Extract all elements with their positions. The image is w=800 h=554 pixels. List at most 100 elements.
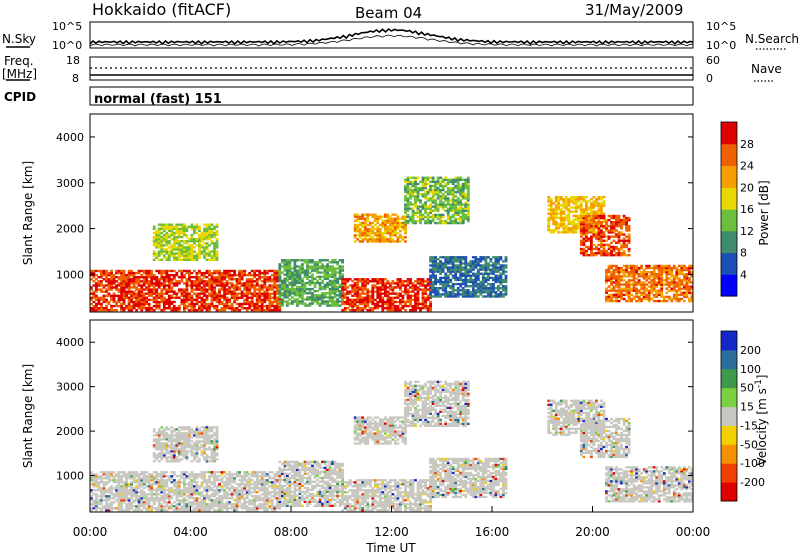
- range-gate-cell: [210, 231, 214, 235]
- range-gate-cell: [107, 302, 111, 306]
- range-gate-cell: [672, 295, 676, 299]
- range-gate-cell: [125, 505, 129, 508]
- range-gate-cell: [650, 275, 654, 278]
- range-gate-cell: [195, 302, 199, 306]
- range-gate-cell: [557, 200, 561, 203]
- range-gate-cell: [582, 200, 586, 203]
- range-gate-cell: [215, 223, 219, 226]
- range-gate-cell: [378, 300, 382, 304]
- range-gate-cell: [429, 296, 433, 299]
- range-gate-cell: [132, 475, 136, 478]
- range-gate-cell: [391, 300, 395, 304]
- range-gate-cell: [406, 280, 410, 283]
- range-gate-cell: [358, 296, 362, 299]
- range-gate-cell: [434, 180, 438, 184]
- range-gate-cell: [429, 188, 433, 192]
- range-gate-cell: [358, 230, 362, 233]
- range-gate-cell: [640, 281, 644, 284]
- range-gate-cell: [610, 235, 613, 238]
- range-gate-cell: [122, 487, 126, 490]
- range-gate-cell: [366, 309, 370, 312]
- range-gate-cell: [446, 197, 450, 200]
- range-gate-cell: [265, 278, 269, 281]
- range-gate-cell: [205, 248, 209, 251]
- range-gate-cell: [660, 273, 664, 276]
- range-gate-cell: [162, 256, 166, 259]
- freq-label: Freq.: [4, 54, 34, 68]
- range-gate-cell: [250, 309, 254, 312]
- range-gate-cell: [409, 304, 412, 308]
- range-gate-cell: [240, 274, 244, 277]
- range-gate-cell: [268, 304, 272, 308]
- range-gate-cell: [474, 293, 478, 296]
- range-gate-cell: [140, 292, 144, 295]
- range-gate-cell: [298, 281, 302, 285]
- nsky-label: N.Sky: [2, 32, 36, 46]
- range-gate-cell: [373, 219, 377, 222]
- range-gate-cell: [459, 264, 463, 267]
- range-gate-cell: [338, 300, 342, 303]
- range-gate-cell: [228, 286, 232, 289]
- range-gate-cell: [150, 294, 154, 297]
- range-gate-cell: [396, 223, 400, 227]
- range-gate-cell: [479, 264, 483, 267]
- range-gate-cell: [338, 292, 342, 295]
- range-gate-cell: [451, 221, 455, 225]
- range-gate-cell: [120, 479, 124, 482]
- range-gate-cell: [461, 209, 465, 212]
- range-gate-cell: [298, 285, 302, 289]
- range-gate-cell: [281, 285, 284, 289]
- range-gate-cell: [220, 271, 224, 275]
- range-gate-cell: [170, 250, 174, 253]
- range-gate-cell: [384, 300, 387, 304]
- range-gate-cell: [205, 231, 209, 235]
- range-gate-cell: [296, 277, 299, 280]
- range-gate-cell: [660, 291, 664, 294]
- range-gate-cell: [396, 280, 400, 283]
- range-gate-cell: [391, 232, 395, 235]
- range-gate-cell: [122, 493, 126, 496]
- range-gate-cell: [642, 277, 646, 280]
- range-gate-cell: [640, 275, 644, 278]
- range-gate-cell: [105, 276, 108, 279]
- range-gate-cell: [120, 497, 124, 500]
- range-gate-cell: [167, 286, 171, 289]
- range-gate-cell: [579, 231, 583, 234]
- range-gate-cell: [600, 231, 603, 234]
- range-gate-cell: [481, 295, 485, 298]
- range-gate-cell: [685, 277, 689, 280]
- range-gate-cell: [190, 294, 194, 297]
- range-gate-cell: [250, 284, 254, 287]
- range-gate-cell: [145, 276, 149, 279]
- range-gate-cell: [120, 487, 124, 490]
- range-gate-cell: [102, 487, 106, 490]
- range-gate-cell: [409, 290, 412, 293]
- range-gate-cell: [268, 302, 272, 306]
- range-gate-cell: [326, 300, 330, 303]
- range-gate-cell: [110, 280, 113, 283]
- range-gate-cell: [585, 254, 588, 257]
- range-gate-cell: [381, 302, 385, 306]
- range-gate-cell: [690, 264, 694, 268]
- range-gate-cell: [260, 286, 264, 289]
- range-gate-cell: [110, 274, 113, 277]
- range-gate-cell: [115, 300, 118, 304]
- range-gate-cell: [288, 269, 292, 272]
- range-gate-cell: [389, 230, 392, 233]
- range-gate-cell: [361, 213, 365, 216]
- range-gate-cell: [399, 225, 402, 229]
- range-gate-cell: [409, 201, 412, 204]
- range-gate-cell: [391, 280, 395, 283]
- range-gate-cell: [188, 238, 191, 241]
- range-gate-cell: [381, 238, 385, 241]
- range-gate-cell: [690, 271, 694, 274]
- colorbar-tick-label: 24: [740, 160, 754, 173]
- range-gate-cell: [368, 298, 372, 302]
- range-gate-cell: [585, 237, 588, 240]
- range-gate-cell: [193, 298, 196, 302]
- range-gate-cell: [92, 481, 96, 484]
- range-gate-cell: [127, 302, 131, 306]
- range-gate-cell: [552, 231, 556, 234]
- range-gate-cell: [218, 298, 221, 302]
- range-gate-cell: [318, 304, 322, 307]
